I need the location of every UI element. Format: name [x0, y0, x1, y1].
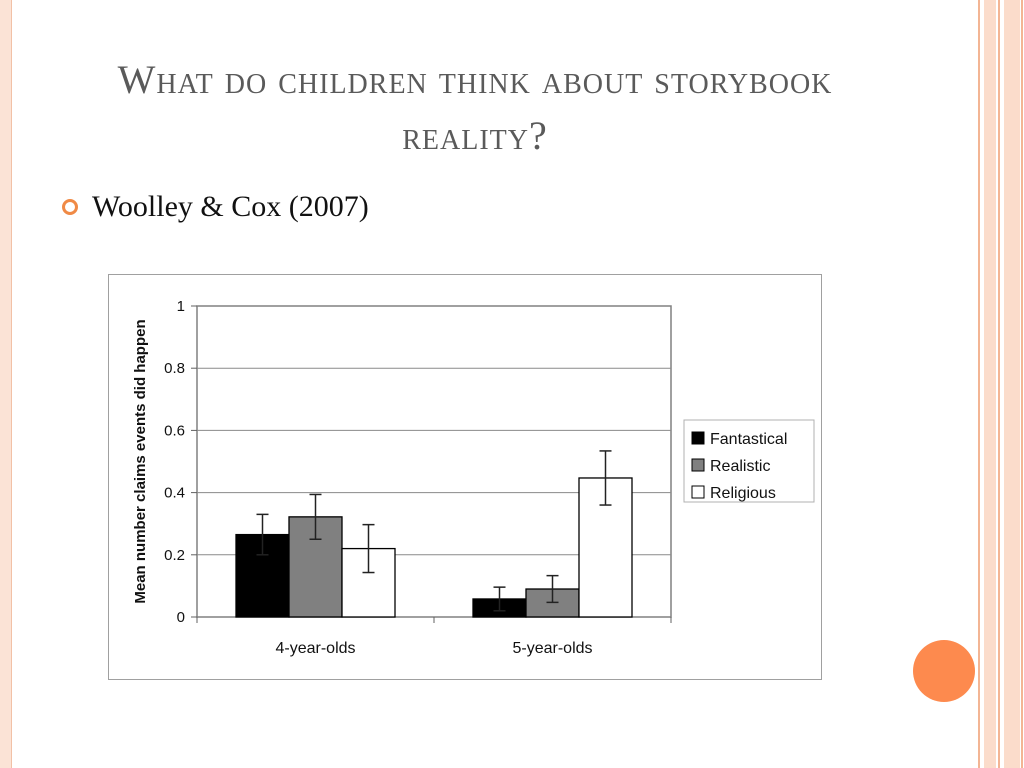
legend-box: [683, 419, 815, 503]
ring-bullet-icon: [62, 199, 78, 215]
right-decorative-rails: [978, 0, 1024, 768]
orange-circle-decoration: [913, 640, 975, 702]
x-tick-label: 5-year-olds: [512, 640, 592, 657]
bullet-item: Woolley & Cox (2007): [62, 190, 369, 224]
bullet-text: Woolley & Cox (2007): [92, 190, 369, 223]
legend-label-fantastical: Fantastical: [710, 431, 787, 448]
slide-title: What do children think about storybook r…: [117, 57, 833, 158]
left-decorative-rail: [0, 0, 12, 768]
y-tick-label: 1: [177, 298, 185, 315]
y-axis-label: Mean number claims events did happen: [132, 319, 149, 603]
x-tick-label: 4-year-olds: [275, 640, 355, 657]
y-tick-label: 0.2: [164, 547, 185, 564]
legend-swatch-realistic: [691, 458, 705, 472]
legend-swatch-fantastical: [691, 431, 705, 445]
legend-label-religious: Religious: [710, 485, 776, 502]
bar-chart: 0 0.2 0.4 0.6 0.8 1 Mean number claims events …: [108, 274, 822, 680]
legend-label-realistic: Realistic: [710, 458, 770, 475]
y-tick-label: 0: [177, 609, 185, 626]
y-tick-label: 0.8: [164, 360, 185, 377]
legend-swatch-religious: [691, 485, 705, 499]
chart-svg: 0 0.2 0.4 0.6 0.8 1 Mean number claims events …: [132, 298, 815, 657]
y-tick-label: 0.6: [164, 422, 185, 439]
y-tick-label: 0.4: [164, 485, 185, 502]
